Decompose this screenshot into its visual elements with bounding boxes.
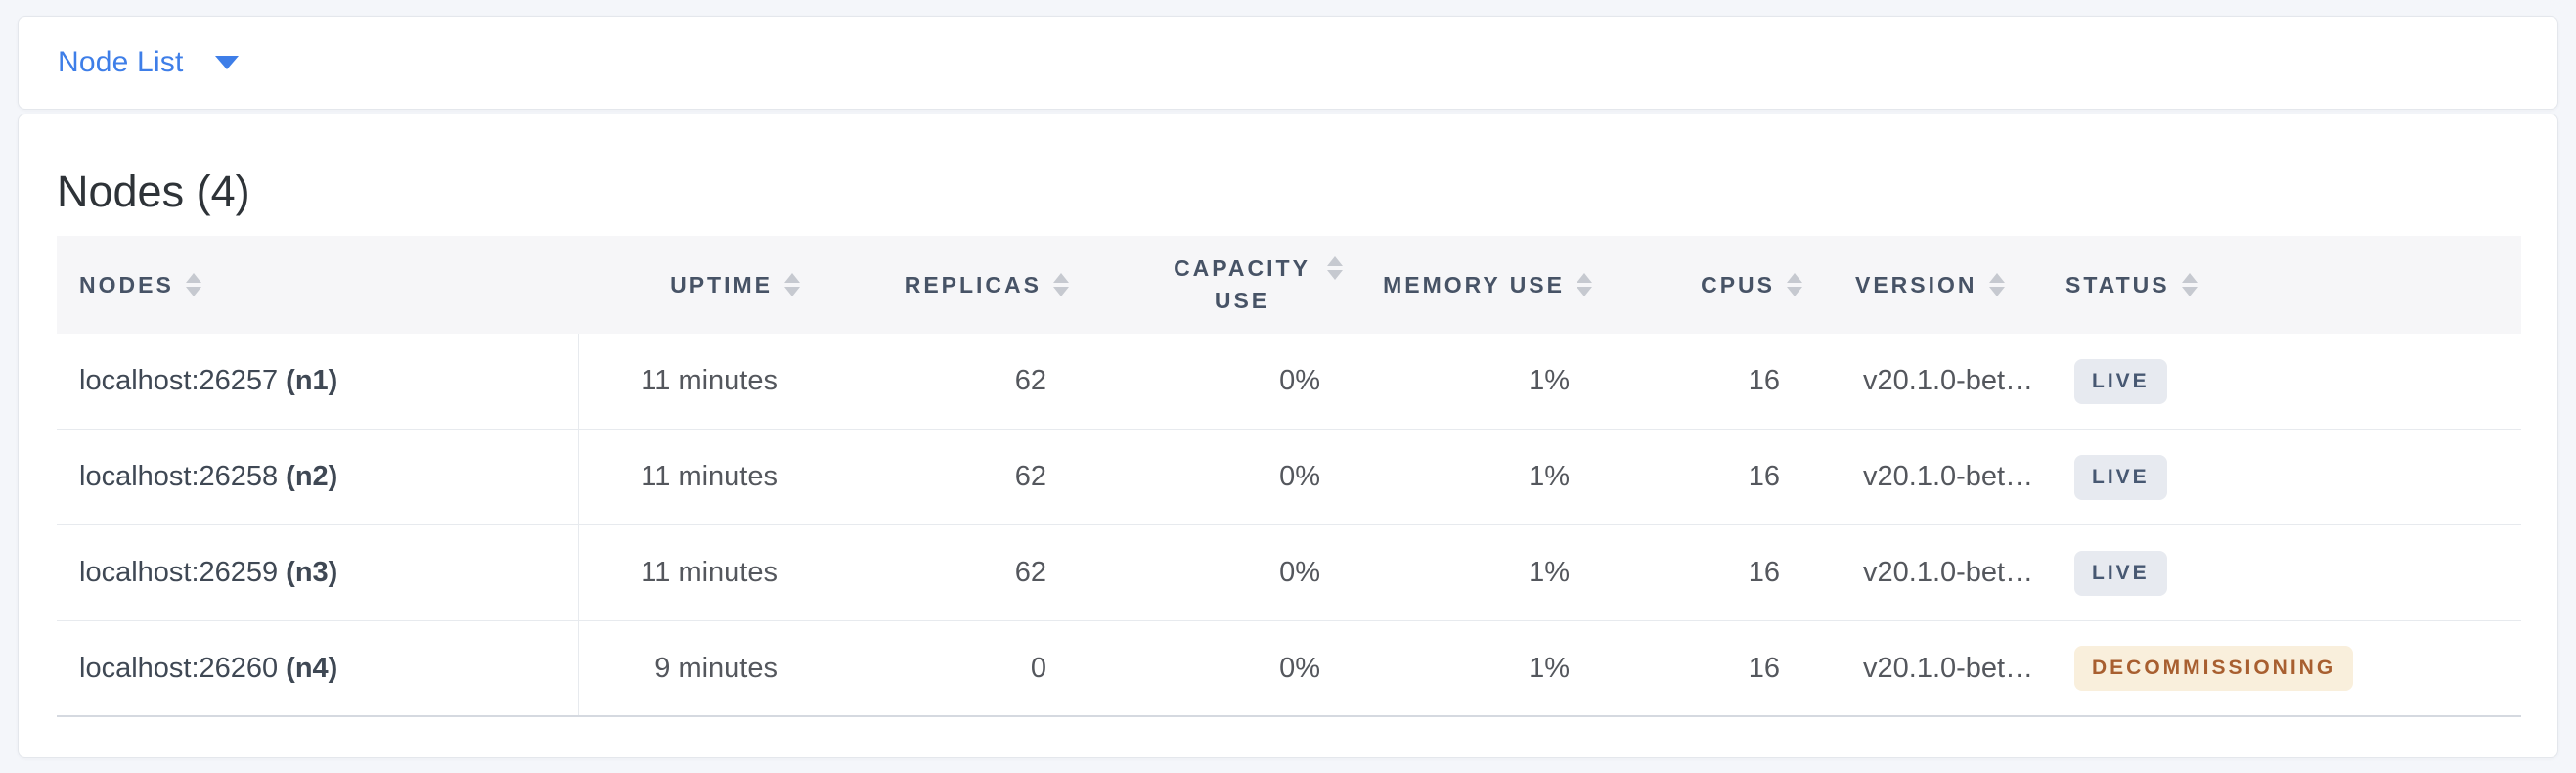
sort-icon: [1577, 273, 1592, 296]
column-header-cpus[interactable]: CPUS: [1606, 236, 1816, 334]
nodes-table: NODES UPTIME REPLICAS CAPACITY USE MEMOR…: [57, 236, 2521, 717]
sort-icon: [2181, 273, 2198, 296]
sort-icon: [1787, 273, 1802, 296]
table-row: localhost:26259 (n3) 11 minutes 62 0% 1%…: [57, 525, 2521, 621]
table-row: localhost:26260 (n4) 9 minutes 0 0% 1% 1…: [57, 621, 2521, 717]
sort-icon: [185, 273, 201, 296]
node-address: localhost:26259: [79, 557, 279, 588]
table-body: localhost:26257 (n1) 11 minutes 62 0% 1%…: [57, 334, 2521, 717]
nodes-panel: Nodes (4) NODES UPTIME REPLICAS CAPACITY…: [18, 114, 2558, 758]
status-badge: LIVE: [2074, 454, 2167, 500]
column-header-replicas[interactable]: REPLICAS: [814, 236, 1083, 334]
replicas-cell: 62: [1014, 365, 1046, 396]
memory-use-cell: 1%: [1529, 365, 1570, 396]
cpus-cell: 16: [1748, 557, 1780, 588]
view-selector-card: Node List: [18, 16, 2558, 110]
sort-icon: [784, 273, 800, 296]
table-row: localhost:26257 (n1) 11 minutes 62 0% 1%…: [57, 334, 2521, 430]
column-header-version[interactable]: VERSION: [1816, 236, 2051, 334]
uptime-cell: 11 minutes: [641, 461, 777, 492]
sort-icon: [1988, 273, 2005, 296]
node-list-dropdown[interactable]: Node List: [58, 46, 239, 79]
column-header-memory-use[interactable]: MEMORY USE: [1356, 236, 1606, 334]
node-address-cell: localhost:26259 (n3): [57, 525, 579, 620]
status-badge: LIVE: [2074, 358, 2167, 404]
column-header-uptime[interactable]: UPTIME: [579, 236, 814, 334]
memory-use-cell: 1%: [1529, 461, 1570, 492]
uptime-cell: 11 minutes: [641, 557, 777, 588]
version-cell: v20.1.0-bet…: [1863, 557, 2034, 588]
node-list-dropdown-label: Node List: [58, 46, 184, 78]
table-row: localhost:26258 (n2) 11 minutes 62 0% 1%…: [57, 430, 2521, 525]
capacity-use-cell: 0%: [1279, 557, 1320, 588]
sort-icon: [1053, 273, 1069, 296]
caret-down-icon: [214, 56, 239, 69]
version-cell: v20.1.0-bet…: [1863, 652, 2034, 684]
version-cell: v20.1.0-bet…: [1863, 365, 2034, 396]
capacity-use-cell: 0%: [1279, 365, 1320, 396]
status-cell: LIVE: [2051, 525, 2521, 620]
cpus-cell: 16: [1748, 652, 1780, 684]
capacity-use-cell: 0%: [1279, 652, 1320, 684]
version-cell: v20.1.0-bet…: [1863, 461, 2034, 492]
status-cell: LIVE: [2051, 430, 2521, 524]
column-header-status[interactable]: STATUS: [2051, 236, 2521, 334]
node-address: localhost:26260: [79, 652, 279, 684]
node-id: (n4): [286, 652, 338, 684]
memory-use-cell: 1%: [1529, 557, 1570, 588]
node-address-cell: localhost:26257 (n1): [57, 334, 579, 429]
node-address: localhost:26258: [79, 461, 279, 492]
status-badge: LIVE: [2074, 550, 2167, 596]
replicas-cell: 62: [1014, 461, 1046, 492]
column-header-nodes[interactable]: NODES: [57, 236, 579, 334]
table-header-row: NODES UPTIME REPLICAS CAPACITY USE MEMOR…: [57, 236, 2521, 334]
replicas-cell: 0: [1030, 652, 1046, 684]
node-address-cell: localhost:26258 (n2): [57, 430, 579, 524]
capacity-use-cell: 0%: [1279, 461, 1320, 492]
cpus-cell: 16: [1748, 461, 1780, 492]
node-id: (n3): [286, 557, 338, 588]
memory-use-cell: 1%: [1529, 652, 1570, 684]
node-id: (n2): [286, 461, 338, 492]
replicas-cell: 62: [1014, 557, 1046, 588]
uptime-cell: 11 minutes: [641, 365, 777, 396]
status-cell: DECOMMISSIONING: [2051, 621, 2521, 715]
uptime-cell: 9 minutes: [654, 652, 777, 684]
status-cell: LIVE: [2051, 334, 2521, 429]
sort-icon: [1327, 256, 1343, 280]
column-header-capacity-use[interactable]: CAPACITY USE: [1083, 236, 1356, 334]
node-id: (n1): [286, 365, 338, 396]
status-badge: DECOMMISSIONING: [2074, 646, 2354, 691]
cpus-cell: 16: [1748, 365, 1780, 396]
node-address: localhost:26257: [79, 365, 279, 396]
node-address-cell: localhost:26260 (n4): [57, 621, 579, 715]
page-title: Nodes (4): [57, 166, 250, 216]
